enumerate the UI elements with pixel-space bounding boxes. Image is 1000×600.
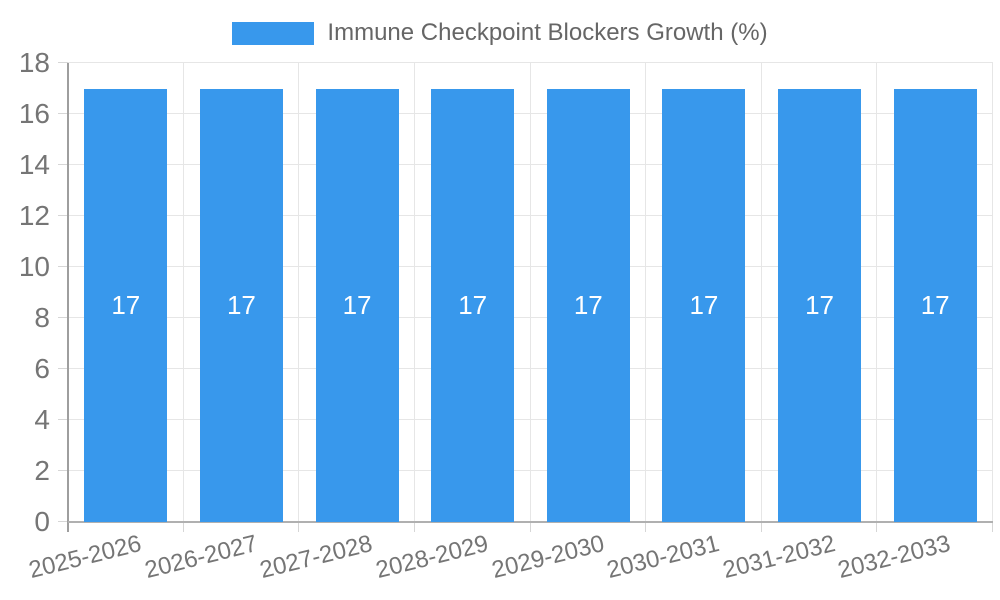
legend-item[interactable]: Immune Checkpoint Blockers Growth (%) [232,19,768,46]
y-tick-label: 4 [34,404,50,435]
chart-legend: Immune Checkpoint Blockers Growth (%) [0,20,1000,46]
y-axis-tick [58,317,68,318]
y-tick-label: 10 [18,251,50,282]
y-axis-tick [58,62,68,63]
bar: 17 [431,88,515,522]
bar-value-label: 17 [458,290,488,321]
y-tick-label: 14 [18,149,50,180]
v-gridline [645,63,647,522]
x-axis-tick [876,522,878,532]
bar: 17 [315,88,399,522]
y-axis-tick [58,113,68,114]
y-axis-line [67,63,69,532]
bar-value-label: 17 [111,290,141,321]
h-gridline [68,62,993,63]
bar-value-label: 17 [920,290,950,321]
legend-label: Immune Checkpoint Blockers Growth (%) [327,19,768,46]
h-gridline [68,368,993,369]
h-gridline [68,470,993,471]
bar-value-label: 17 [689,290,719,321]
h-gridline [68,266,993,267]
bar-value-label: 17 [226,290,256,321]
v-gridline [413,63,415,522]
legend-swatch [232,21,315,45]
x-tick-label: 2031-2032 [719,530,838,584]
x-tick-label: 2029-2030 [488,530,607,584]
bar: 17 [199,88,283,522]
h-gridline [68,113,993,114]
x-axis-tick [298,522,300,532]
h-gridline [68,419,993,420]
y-axis-tick [58,470,68,471]
bar: 17 [778,88,862,522]
y-tick-label: 16 [18,98,50,129]
x-axis-tick [182,522,184,532]
bar-value-label: 17 [805,290,835,321]
y-tick-label: 2 [34,455,50,486]
bar: 17 [893,88,977,522]
x-axis-tick [760,522,762,532]
bar: 17 [546,88,630,522]
x-axis-tick [529,522,531,532]
x-tick-label: 2032-2033 [835,530,954,584]
v-gridline [992,63,993,522]
y-tick-label: 6 [34,353,50,384]
x-tick-label: 2025-2026 [26,530,145,584]
h-gridline [68,215,993,216]
x-axis-baseline [68,521,993,523]
y-axis-tick [58,266,68,267]
x-axis-tick [992,522,993,532]
y-axis-tick [58,521,68,522]
x-tick-label: 2030-2031 [604,530,723,584]
bar-value-label: 17 [573,290,603,321]
v-gridline [298,63,300,522]
h-gridline [68,164,993,165]
y-tick-label: 0 [34,506,50,537]
v-gridline [529,63,531,522]
x-axis-tick [413,522,415,532]
y-axis-tick [58,368,68,369]
bar: 17 [84,88,168,522]
v-gridline [760,63,762,522]
x-tick-label: 2028-2029 [373,530,491,584]
bar: 17 [662,88,746,522]
y-tick-label: 8 [34,302,50,333]
y-tick-label: 18 [18,47,50,78]
y-tick-label: 12 [18,200,50,231]
x-tick-label: 2027-2028 [257,530,376,584]
y-axis-tick [58,215,68,216]
bar-value-label: 17 [342,290,372,321]
h-gridline [68,317,993,318]
y-axis-tick [58,164,68,165]
x-axis-tick [645,522,647,532]
v-gridline [182,63,184,522]
x-tick-label: 2026-2027 [141,530,260,584]
y-axis-tick [58,419,68,420]
v-gridline [876,63,878,522]
